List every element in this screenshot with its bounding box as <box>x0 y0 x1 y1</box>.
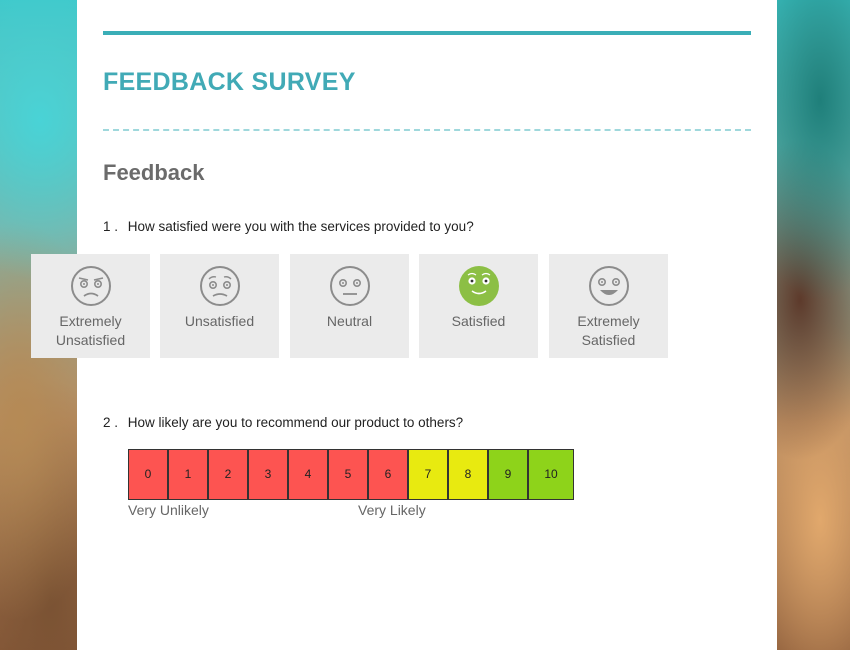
neutral-face-icon <box>330 266 370 306</box>
question-1: 1 . How satisfied were you with the serv… <box>103 219 474 234</box>
scale-8[interactable]: 8 <box>448 449 488 500</box>
dashed-divider <box>103 129 751 131</box>
scale-10[interactable]: 10 <box>528 449 574 500</box>
question-2: 2 . How likely are you to recommend our … <box>103 415 463 430</box>
question-2-text: How likely are you to recommend our prod… <box>127 415 464 430</box>
scale-5[interactable]: 5 <box>328 449 368 500</box>
scale-high-label: Very Likely <box>358 502 426 518</box>
top-divider <box>103 31 751 35</box>
scale-4[interactable]: 4 <box>288 449 328 500</box>
option-label: Neutral <box>326 313 373 329</box>
scale-1[interactable]: 1 <box>168 449 208 500</box>
smiling-face-icon <box>459 266 499 306</box>
scale-6[interactable]: 6 <box>368 449 408 500</box>
option-label: Extremely Satisfied <box>577 313 640 348</box>
sad-face-icon <box>200 266 240 306</box>
scale-2[interactable]: 2 <box>208 449 248 500</box>
option-label: Satisfied <box>451 313 506 329</box>
scale-0[interactable]: 0 <box>128 449 168 500</box>
scale-9[interactable]: 9 <box>488 449 528 500</box>
option-extremely-satisfied[interactable]: Extremely Satisfied <box>549 254 668 358</box>
very-sad-face-icon <box>71 266 111 306</box>
question-2-number: 2 . <box>103 415 119 430</box>
option-label: Extremely Unsatisfied <box>55 313 126 348</box>
scale-7[interactable]: 7 <box>408 449 448 500</box>
scale-low-label: Very Unlikely <box>128 502 209 518</box>
question-1-number: 1 . <box>103 219 119 234</box>
scale-3[interactable]: 3 <box>248 449 288 500</box>
option-extremely-unsatisfied[interactable]: Extremely Unsatisfied <box>31 254 150 358</box>
satisfaction-options: Extremely Unsatisfied Unsatisfied Neutra… <box>31 254 671 358</box>
question-1-text: How satisfied were you with the services… <box>127 219 474 234</box>
option-satisfied[interactable]: Satisfied <box>419 254 538 358</box>
survey-title: FEEDBACK SURVEY <box>103 68 356 96</box>
section-title: Feedback <box>103 160 205 185</box>
option-neutral[interactable]: Neutral <box>290 254 409 358</box>
laughing-face-icon <box>589 266 629 306</box>
option-unsatisfied[interactable]: Unsatisfied <box>160 254 279 358</box>
option-label: Unsatisfied <box>184 313 255 329</box>
